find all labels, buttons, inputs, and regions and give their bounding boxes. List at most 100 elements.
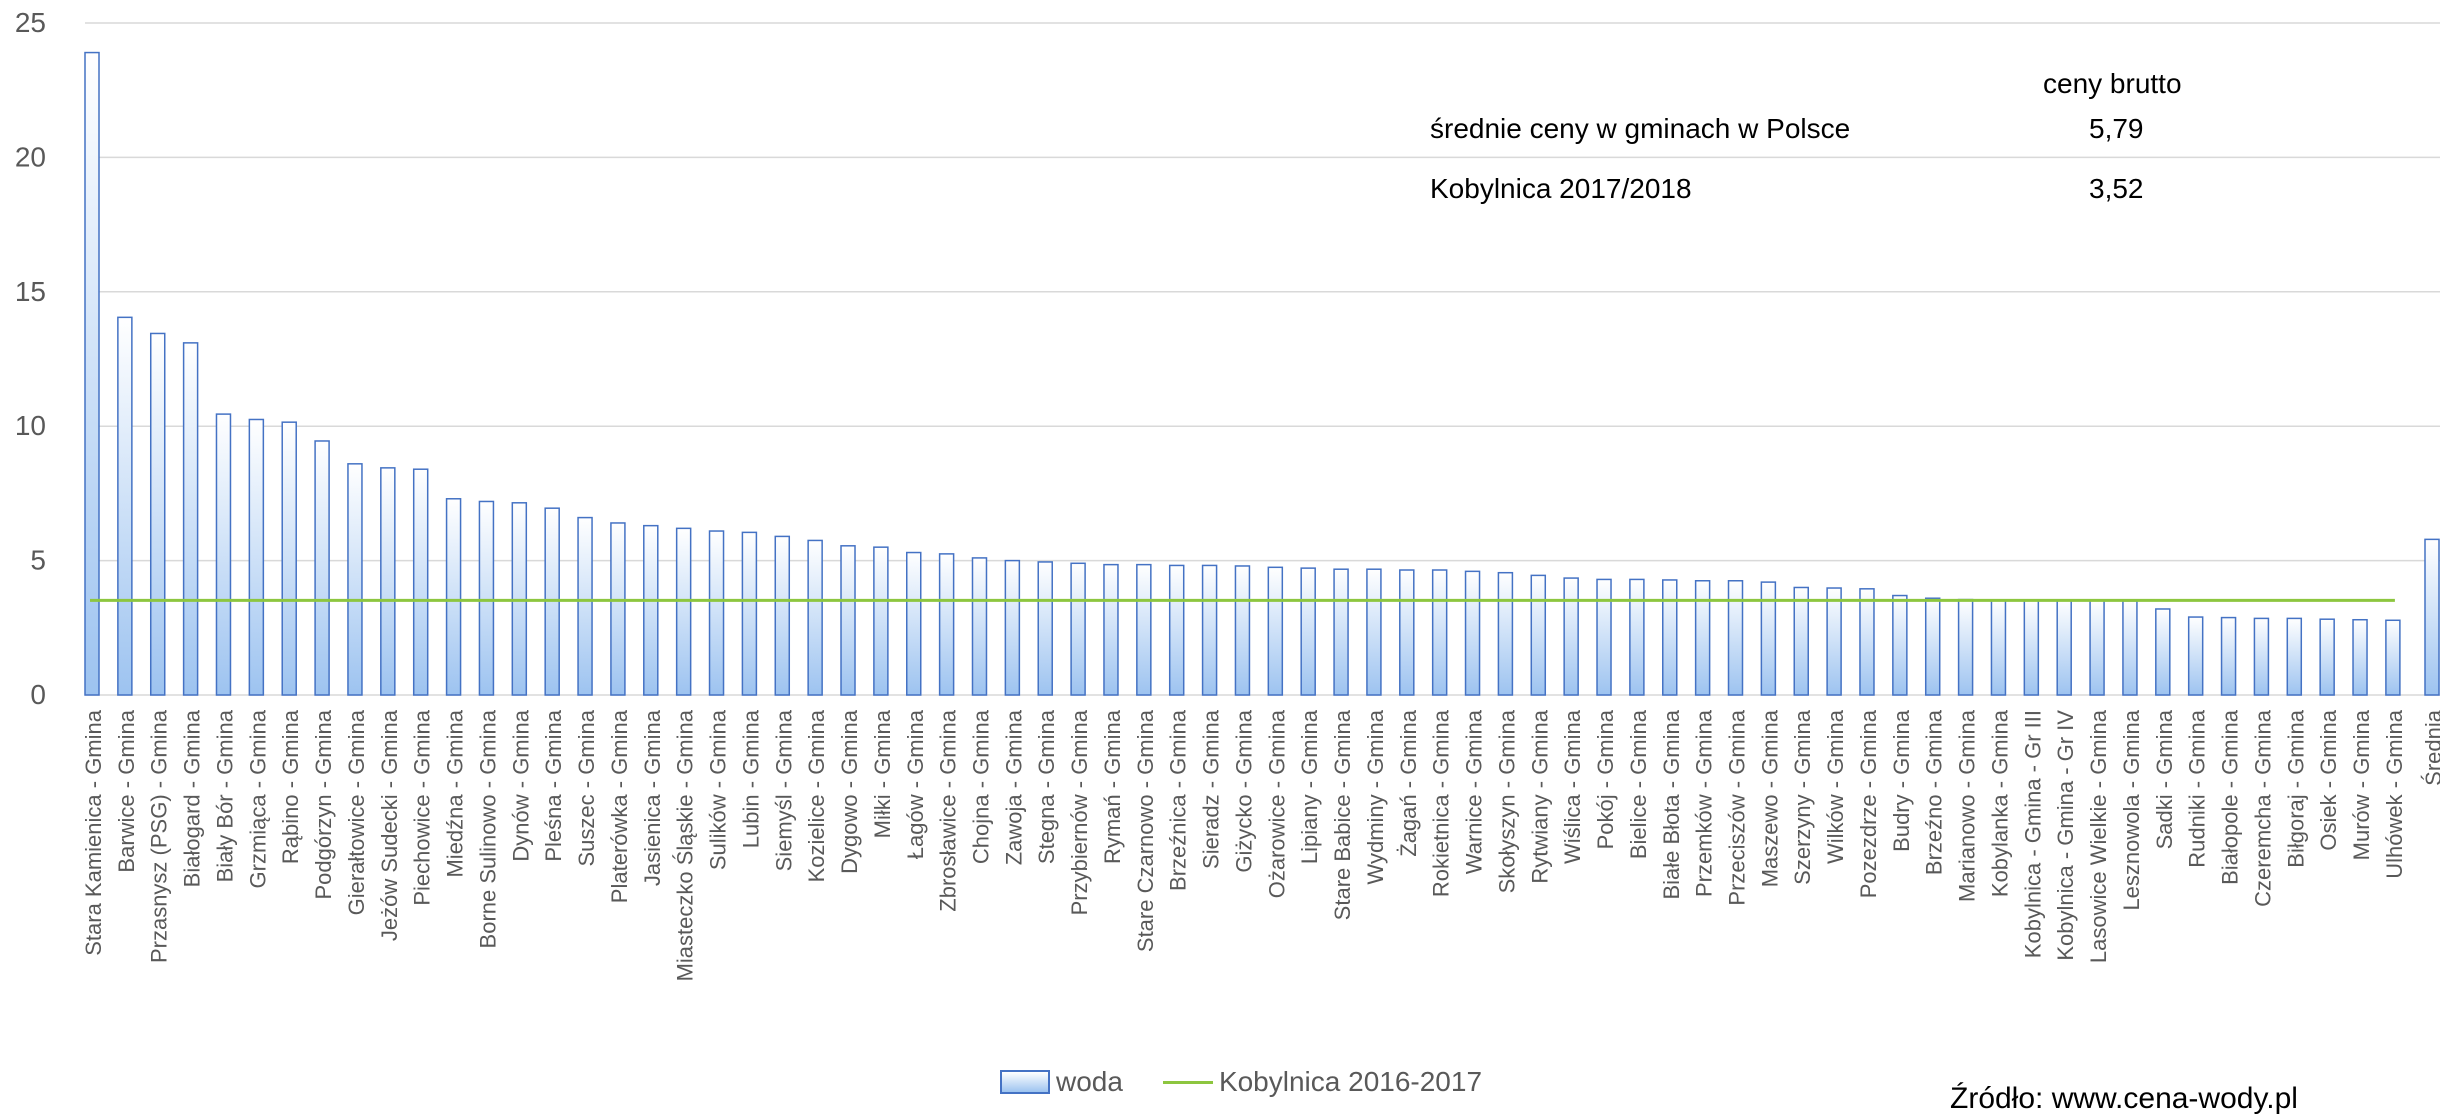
x-tick-label: Czeremcha - Gmina: [2250, 709, 2275, 907]
bar: [182, 342, 199, 696]
x-tick-label: Żagań - Gmina: [1396, 709, 1421, 856]
bar: [741, 531, 758, 696]
x-tick-label: Przeciszów - Gmina: [1725, 709, 1750, 905]
x-tick-label: Pokój - Gmina: [1593, 709, 1618, 849]
x-tick-label: Sieradz - Gmina: [1199, 709, 1224, 869]
y-tick-label: 10: [15, 410, 46, 441]
x-tick-label: Platerówka - Gmina: [607, 709, 632, 903]
bar: [675, 527, 692, 696]
bar: [2424, 538, 2440, 696]
bar: [1004, 559, 1021, 696]
x-tick-label: Rytwiany - Gmina: [1527, 709, 1552, 883]
x-tick-label: Łagów - Gmina: [903, 709, 928, 859]
bar: [708, 530, 725, 696]
x-tick-label: Stare Babice - Gmina: [1330, 709, 1355, 920]
y-axis-ticks: 0 5 10 15 20 25: [15, 7, 46, 710]
x-tick-label: Miedźna - Gmina: [443, 709, 468, 877]
x-tick-label: Kobylanka - Gmina: [1987, 709, 2012, 897]
bar: [2122, 600, 2138, 696]
bar: [1070, 562, 1086, 696]
y-tick-label: 25: [15, 7, 46, 38]
bar: [314, 440, 330, 696]
bar: [1990, 599, 2007, 696]
x-tick-label: Miasteczko Śląskie - Gmina: [673, 709, 698, 981]
bar: [84, 51, 100, 696]
bar: [412, 468, 429, 696]
x-tick-label: Marianowo - Gmina: [1955, 709, 1980, 902]
x-tick-label: Brzeźno - Gmina: [1922, 709, 1947, 875]
x-tick-label: Dynów - Gmina: [508, 709, 533, 861]
info-value-avg: 5,79: [2089, 113, 2144, 144]
bar: [2253, 617, 2270, 696]
x-tick-label: Giżycko - Gmina: [1231, 709, 1256, 872]
x-tick-label: Kobylnica - Gmina - Gr III: [2020, 710, 2045, 958]
bar: [1234, 565, 1251, 696]
bar: [2023, 599, 2040, 696]
x-tick-label: Suszec - Gmina: [574, 709, 599, 866]
x-tick-label: Warnice - Gmina: [1462, 709, 1487, 874]
x-tick-label: Kozielice - Gmina: [804, 709, 829, 882]
x-tick-label: Skołyszyn - Gmina: [1494, 709, 1519, 893]
gridlines: [85, 22, 2440, 696]
bar: [1760, 581, 1777, 696]
bar: [1464, 570, 1481, 696]
bar: [1366, 568, 1382, 696]
x-tick-label: Pozezdrze - Gmina: [1856, 709, 1881, 898]
x-tick-label: Lesznowola - Gmina: [2119, 709, 2144, 910]
bar: [1103, 563, 1119, 696]
x-tick-label: Białogard - Gmina: [180, 709, 205, 887]
bar: [906, 551, 922, 696]
bar: [938, 553, 955, 696]
x-tick-label: Stare Czarnowo - Gmina: [1133, 709, 1158, 952]
bar: [1629, 578, 1645, 696]
bar: [215, 413, 232, 696]
x-tick-label: Przemków - Gmina: [1692, 709, 1717, 897]
bar: [1727, 580, 1744, 696]
bar: [1399, 569, 1415, 696]
bar: [281, 421, 297, 696]
info-header: ceny brutto: [2043, 68, 2182, 99]
x-tick-label: Rudniki - Gmina: [2185, 709, 2210, 867]
x-tick-label: Bielice - Gmina: [1626, 709, 1651, 859]
bar: [577, 516, 593, 696]
x-tick-label: Maszewo - Gmina: [1757, 709, 1782, 887]
bar: [2187, 616, 2204, 696]
y-tick-label: 15: [15, 276, 46, 307]
x-tick-label: Gierałtowice - Gmina: [344, 709, 369, 915]
bar: [117, 316, 133, 696]
x-tick-label: Borne Sulinowo - Gmina: [475, 709, 500, 948]
bar: [2385, 619, 2401, 696]
bar: [2056, 599, 2072, 696]
x-tick-label: Sadki - Gmina: [2152, 709, 2177, 849]
x-axis-labels: Stara Kamienica - Gmina Barwice - Gmina Pr…: [81, 709, 2440, 981]
x-tick-label: Przasnysz (PSG) - Gmina: [147, 709, 172, 963]
bar: [840, 545, 856, 696]
x-tick-label: Lasowice Wielkie - Gmina: [2086, 709, 2111, 963]
x-tick-label: Ulhówek - Gmina: [2382, 709, 2407, 878]
bar: [478, 500, 495, 696]
bar: [1431, 569, 1448, 696]
y-tick-label: 0: [30, 679, 46, 710]
x-tick-label: Stara Kamienica - Gmina: [81, 709, 106, 956]
bar: [610, 522, 626, 696]
bar: [347, 463, 363, 696]
legend-swatch-kobylnica: [1162, 1080, 1213, 1084]
x-tick-label: Wydminy - Gmina: [1363, 709, 1388, 884]
bar: [1267, 566, 1284, 696]
bar: [380, 467, 396, 696]
bar: [2089, 599, 2105, 696]
bar: [1694, 580, 1711, 696]
x-tick-label: Miłki - Gmina: [870, 709, 895, 838]
bar: [2319, 618, 2335, 696]
x-tick-label: Przybiernów - Gmina: [1067, 709, 1092, 915]
bar: [643, 524, 659, 696]
x-tick-label: Ożarowice - Gmina: [1264, 709, 1289, 898]
bar: [1662, 579, 1678, 696]
bars: [84, 51, 2440, 696]
x-tick-label: Wiślica - Gmina: [1560, 709, 1585, 864]
x-tick-label: Stegna - Gmina: [1034, 709, 1059, 864]
x-tick-label: Średnia: [2421, 709, 2440, 786]
bar: [774, 535, 791, 696]
x-tick-label: Osiek - Gmina: [2316, 709, 2341, 850]
